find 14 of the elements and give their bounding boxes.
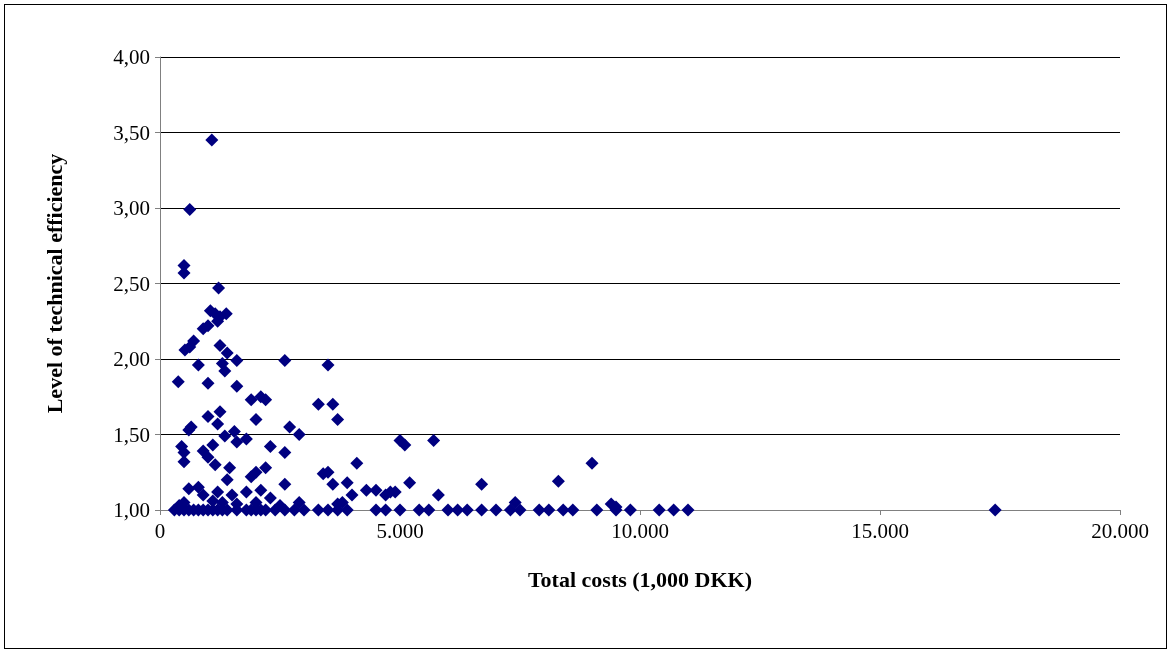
y-tick-label: 4,00 — [113, 45, 150, 69]
y-axis-title: Level of technical efficiency — [41, 153, 67, 414]
x-tick-label: 5.000 — [376, 518, 424, 543]
y-tick-label: 1,50 — [113, 422, 150, 447]
x-tick-label: 0 — [154, 518, 166, 543]
y-tick-label: 1,00 — [113, 498, 150, 522]
x-tick-label: 20.000 — [1091, 518, 1149, 543]
x-axis-title: Total costs (1,000 DKK) — [527, 566, 753, 592]
x-tick-label: 15.000 — [851, 518, 909, 543]
y-tick-label: 2,00 — [113, 347, 150, 371]
x-tick-label: 10.000 — [611, 518, 669, 543]
y-tick-label: 3,00 — [113, 196, 150, 220]
y-tick-label: 3,50 — [113, 120, 150, 145]
y-tick-label: 2,50 — [113, 271, 150, 296]
